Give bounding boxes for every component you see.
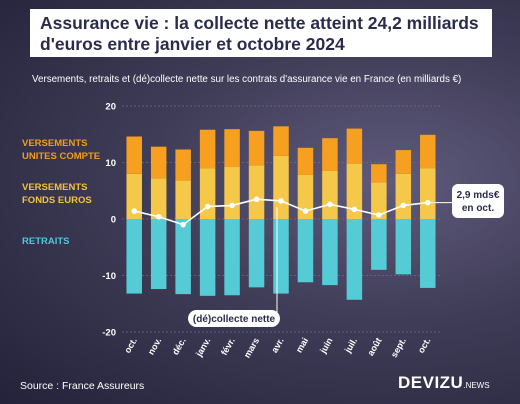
bar-unites-compte — [273, 126, 289, 156]
net-collecte-point — [351, 206, 358, 213]
legend-fonds-euros: VERSEMENTS FONDS EUROS — [22, 181, 92, 207]
bar-unites-compte — [248, 130, 265, 166]
bar-unites-compte — [371, 164, 387, 183]
bar-fonds-euros — [395, 173, 412, 219]
bar-fonds-euros — [322, 170, 338, 219]
y-tick-label: 20 — [105, 102, 116, 113]
bar-retraits — [322, 219, 338, 286]
y-tick-label: 0 — [111, 215, 116, 226]
bar-fonds-euros — [126, 173, 142, 219]
x-tick-label: août — [365, 336, 383, 357]
bar-fonds-euros — [346, 163, 363, 219]
legend-uc-line-1: VERSEMENTS — [22, 138, 88, 149]
legend-fe-line-2: FONDS EUROS — [22, 195, 92, 206]
bar-retraits — [273, 219, 289, 294]
net-collecte-point — [204, 203, 211, 210]
bar-retraits — [346, 219, 363, 300]
bar-fonds-euros — [175, 180, 191, 219]
bar-retraits — [297, 219, 314, 283]
bar-unites-compte — [224, 129, 240, 168]
x-tick-label: oct. — [122, 336, 139, 355]
y-tick-label: -20 — [102, 328, 116, 339]
net-collecte-point — [302, 208, 309, 214]
x-tick-label: déc. — [170, 336, 188, 357]
bar-retraits — [150, 219, 167, 290]
logo-suffix: .NEWS — [463, 381, 490, 390]
legend-retraits: RETRAITS — [22, 236, 70, 247]
bar-fonds-euros — [224, 167, 240, 219]
x-tick-label: mai — [294, 336, 310, 354]
net-collecte-point — [229, 202, 235, 209]
bar-retraits — [126, 219, 142, 294]
net-collecte-point — [180, 221, 186, 228]
oct-callout-box — [452, 184, 504, 218]
bar-fonds-euros — [248, 165, 265, 219]
bar-fonds-euros — [273, 155, 289, 219]
bar-unites-compte — [395, 150, 412, 174]
legend-uc-line-2: UNITES COMPTE — [22, 151, 101, 162]
bar-unites-compte — [150, 146, 167, 179]
net-collecte-point — [155, 213, 162, 220]
bar-fonds-euros — [297, 174, 314, 219]
net-collecte-point — [376, 212, 382, 218]
bar-unites-compte — [322, 138, 338, 171]
net-collecte-point — [327, 201, 333, 208]
x-tick-label: janv. — [193, 336, 212, 359]
net-label-pill — [188, 310, 280, 327]
devizu-logo: DEVIZU.NEWS — [398, 373, 490, 393]
bar-fonds-euros — [371, 182, 387, 219]
net-collecte-point — [400, 202, 407, 209]
bar-unites-compte — [420, 134, 436, 169]
bar-retraits — [175, 219, 191, 295]
bar-unites-compte — [297, 147, 314, 175]
x-tick-label: nov. — [146, 336, 164, 356]
x-tick-label: mars — [242, 336, 261, 360]
logo-main: DEVIZU — [398, 373, 464, 392]
net-collecte-point — [131, 208, 138, 214]
x-tick-label: févr. — [219, 336, 237, 357]
bar-fonds-euros — [150, 178, 167, 219]
net-collecte-point — [278, 198, 284, 204]
legend-unites-compte: VERSEMENTS UNITES COMPTE — [22, 137, 100, 163]
net-collecte-point — [253, 196, 260, 203]
chart-title-line-1: Assurance vie : la collecte nette attein… — [40, 13, 479, 33]
x-tick-label: juin — [317, 336, 334, 356]
bar-unites-compte — [175, 149, 191, 181]
oct-callout-line-1: 2,9 mds€ — [457, 190, 500, 201]
x-tick-label: oct. — [416, 336, 433, 355]
chart-subtitle: Versements, retraits et (dé)collecte net… — [32, 74, 462, 85]
net-label-text: (dé)collecte nette — [193, 314, 276, 325]
oct-callout-line-2: en oct. — [462, 203, 494, 214]
bar-retraits — [371, 219, 387, 270]
title-box: Assurance vie : la collecte nette attein… — [30, 9, 492, 57]
net-collecte-point — [424, 199, 431, 206]
bar-unites-compte — [346, 128, 363, 164]
x-tick-label: avr. — [269, 336, 285, 354]
y-tick-label: -10 — [102, 271, 116, 282]
source-note: Source : France Assureurs — [20, 380, 145, 392]
x-tick-label: sept. — [389, 336, 408, 359]
bar-unites-compte — [126, 136, 142, 174]
bar-retraits — [248, 219, 265, 288]
bar-unites-compte — [199, 129, 216, 169]
x-tick-label: juil. — [342, 336, 359, 355]
bar-retraits — [199, 219, 216, 296]
bar-retraits — [224, 219, 240, 296]
legend-fe-line-1: VERSEMENTS — [22, 182, 88, 193]
bar-retraits — [395, 219, 412, 275]
bar-retraits — [420, 219, 436, 288]
y-tick-label: 10 — [105, 158, 116, 169]
chart-title-line-2: d'euros entre janvier et octobre 2024 — [40, 34, 345, 54]
bar-fonds-euros — [420, 168, 436, 219]
